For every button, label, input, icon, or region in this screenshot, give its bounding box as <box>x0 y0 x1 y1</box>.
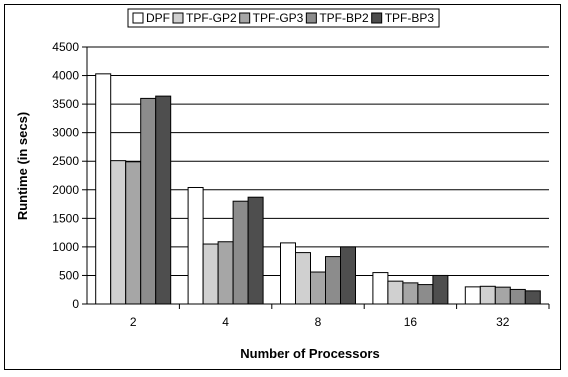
y-tick-label: 1500 <box>52 211 79 225</box>
bar-tpf-gp3-4 <box>217 241 234 305</box>
x-tick-label: 2 <box>130 315 137 329</box>
y-tick-labels: 0 500 1000 1500 2000 2500 3000 3500 4000 4500 <box>52 40 79 311</box>
bar-tpf-bp3-8 <box>340 246 356 305</box>
bar-dpf-32 <box>464 286 481 305</box>
bar-tpf-bp2-8 <box>325 256 341 305</box>
x-tick-label: 8 <box>315 315 322 329</box>
y-tick-label: 0 <box>72 297 79 311</box>
bar-tpf-gp2-16 <box>387 280 404 305</box>
legend-swatch-tpf-bp3 <box>371 12 383 24</box>
y-tick-label: 2000 <box>52 183 79 197</box>
bar-tpf-bp2-32 <box>509 288 526 305</box>
x-axis-title: Number of Processors <box>240 346 379 361</box>
y-tick-label: 3500 <box>52 97 79 111</box>
legend-label: TPF-BP3 <box>385 11 435 25</box>
y-tick-label: 4500 <box>52 40 79 54</box>
bar-dpf-2 <box>95 73 112 305</box>
bar-tpf-bp3-32 <box>524 290 541 305</box>
x-tick-label: 32 <box>496 315 510 329</box>
legend-label: TPF-GP3 <box>253 11 304 25</box>
bar-dpf-8 <box>280 242 296 305</box>
legend-label: TPF-BP2 <box>319 11 369 25</box>
bar-dpf-4 <box>187 186 204 305</box>
legend-swatch-tpf-gp2 <box>172 12 184 24</box>
bar-tpf-gp2-4 <box>202 243 219 305</box>
bar-dpf-16 <box>372 272 389 305</box>
y-tick-label: 1000 <box>52 240 79 254</box>
bar-tpf-gp3-16 <box>402 282 419 305</box>
x-tick-label: 16 <box>404 315 418 329</box>
legend: DPF TPF-GP2 TPF-GP3 TPF-BP2 TPF-BP3 <box>127 8 440 28</box>
bar-tpf-gp3-8 <box>310 271 326 305</box>
bar-tpf-bp3-4 <box>247 196 264 305</box>
y-tick-label: 500 <box>59 268 79 282</box>
bar-tpf-gp2-32 <box>479 285 496 305</box>
bar-tpf-bp3-16 <box>432 274 449 305</box>
legend-label: DPF <box>146 11 170 25</box>
bar-tpf-bp2-16 <box>417 284 434 305</box>
y-tick-label: 3000 <box>52 126 79 140</box>
axes <box>82 46 550 309</box>
legend-swatch-tpf-bp2 <box>305 12 317 24</box>
bar-tpf-bp2-2 <box>140 97 157 305</box>
bar-tpf-bp2-4 <box>232 200 249 305</box>
x-tick-labels: 2 4 8 16 32 <box>130 315 510 329</box>
bars <box>95 73 541 305</box>
bar-tpf-gp3-32 <box>494 286 511 305</box>
legend-swatch-tpf-gp3 <box>239 12 251 24</box>
x-tick-label: 4 <box>222 315 229 329</box>
bar-tpf-gp2-8 <box>295 252 311 305</box>
legend-label: TPF-GP2 <box>186 11 237 25</box>
legend-box <box>127 8 440 28</box>
y-tick-label: 2500 <box>52 154 79 168</box>
bar-tpf-gp3-2 <box>125 161 142 305</box>
y-axis-title: Runtime (in secs) <box>15 112 30 220</box>
y-tick-label: 4000 <box>52 69 79 83</box>
bar-tpf-gp2-2 <box>110 160 127 305</box>
bar-tpf-bp3-2 <box>155 95 172 305</box>
legend-swatch-dpf <box>132 12 144 24</box>
